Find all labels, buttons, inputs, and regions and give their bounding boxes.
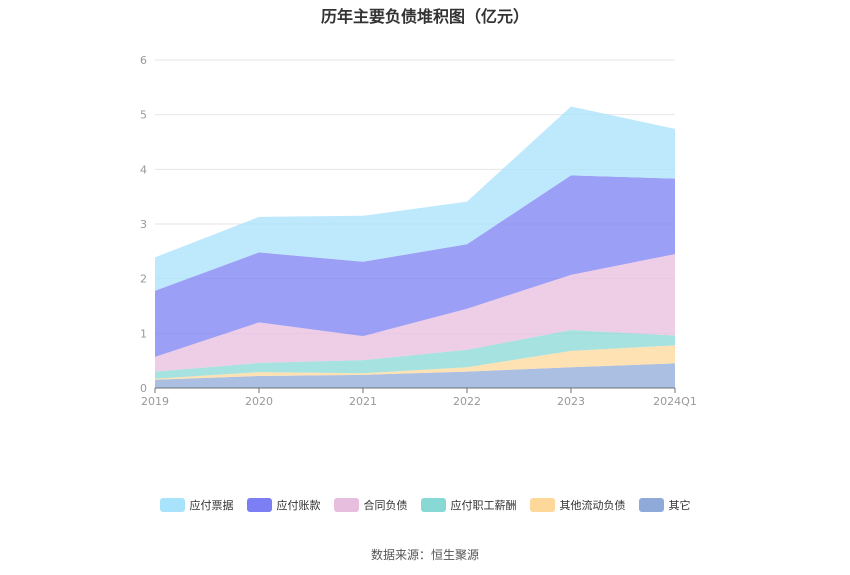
- legend-label: 应付职工薪酬: [450, 499, 517, 512]
- y-tick-label: 0: [140, 382, 147, 395]
- legend-label: 其它: [668, 499, 691, 512]
- x-tick-label: 2019: [141, 395, 169, 408]
- legend-item[interactable]: 其它: [638, 497, 691, 513]
- legend-item[interactable]: 应付职工薪酬: [420, 497, 517, 513]
- source-note: 数据来源：恒生聚源: [370, 548, 479, 562]
- y-tick-label: 1: [140, 327, 147, 340]
- legend-swatch: [638, 498, 664, 512]
- x-tick-label: 2022: [453, 395, 481, 408]
- x-tick-label: 2021: [349, 395, 377, 408]
- area-series-应付职工薪酬: [155, 330, 675, 379]
- legend-label: 合同负债: [363, 499, 408, 512]
- area-series-其它: [155, 363, 675, 388]
- y-tick-label: 5: [140, 109, 147, 122]
- legend-swatch: [333, 498, 359, 512]
- y-tick-label: 2: [140, 273, 147, 286]
- y-axis: 0 1 2 3 4 5 6: [140, 54, 147, 395]
- legend-item[interactable]: 其他流动负债: [529, 497, 626, 513]
- area-series-应付账款: [155, 175, 675, 357]
- legend-swatch: [246, 498, 272, 512]
- legend-label: 其他流动负债: [559, 499, 626, 512]
- area-series-其他流动负债: [155, 345, 675, 380]
- legend-swatch: [420, 498, 446, 512]
- y-tick-label: 6: [140, 54, 147, 67]
- x-tick-label: 2020: [245, 395, 273, 408]
- x-axis: 2019 2020 2021 2022 2023 2024Q1: [141, 387, 697, 408]
- x-tick-label: 2023: [557, 395, 585, 408]
- chart-title: 历年主要负债堆积图（亿元）: [320, 7, 529, 26]
- stacked-areas: [155, 106, 675, 388]
- legend-label: 应付账款: [276, 499, 321, 512]
- legend-label: 应付票据: [189, 499, 234, 512]
- y-tick-label: 3: [140, 218, 147, 231]
- legend: 应付票据 应付账款 合同负债 应付职工薪酬 其他流动负债 其它: [0, 497, 850, 513]
- legend-swatch: [159, 498, 185, 512]
- legend-item[interactable]: 应付票据: [159, 497, 234, 513]
- legend-item[interactable]: 合同负债: [333, 497, 408, 513]
- legend-swatch: [529, 498, 555, 512]
- y-tick-label: 4: [140, 163, 147, 176]
- legend-item[interactable]: 应付账款: [246, 497, 321, 513]
- area-series-合同负债: [155, 254, 675, 372]
- area-series-应付票据: [155, 106, 675, 291]
- x-tick-label: 2024Q1: [653, 395, 697, 408]
